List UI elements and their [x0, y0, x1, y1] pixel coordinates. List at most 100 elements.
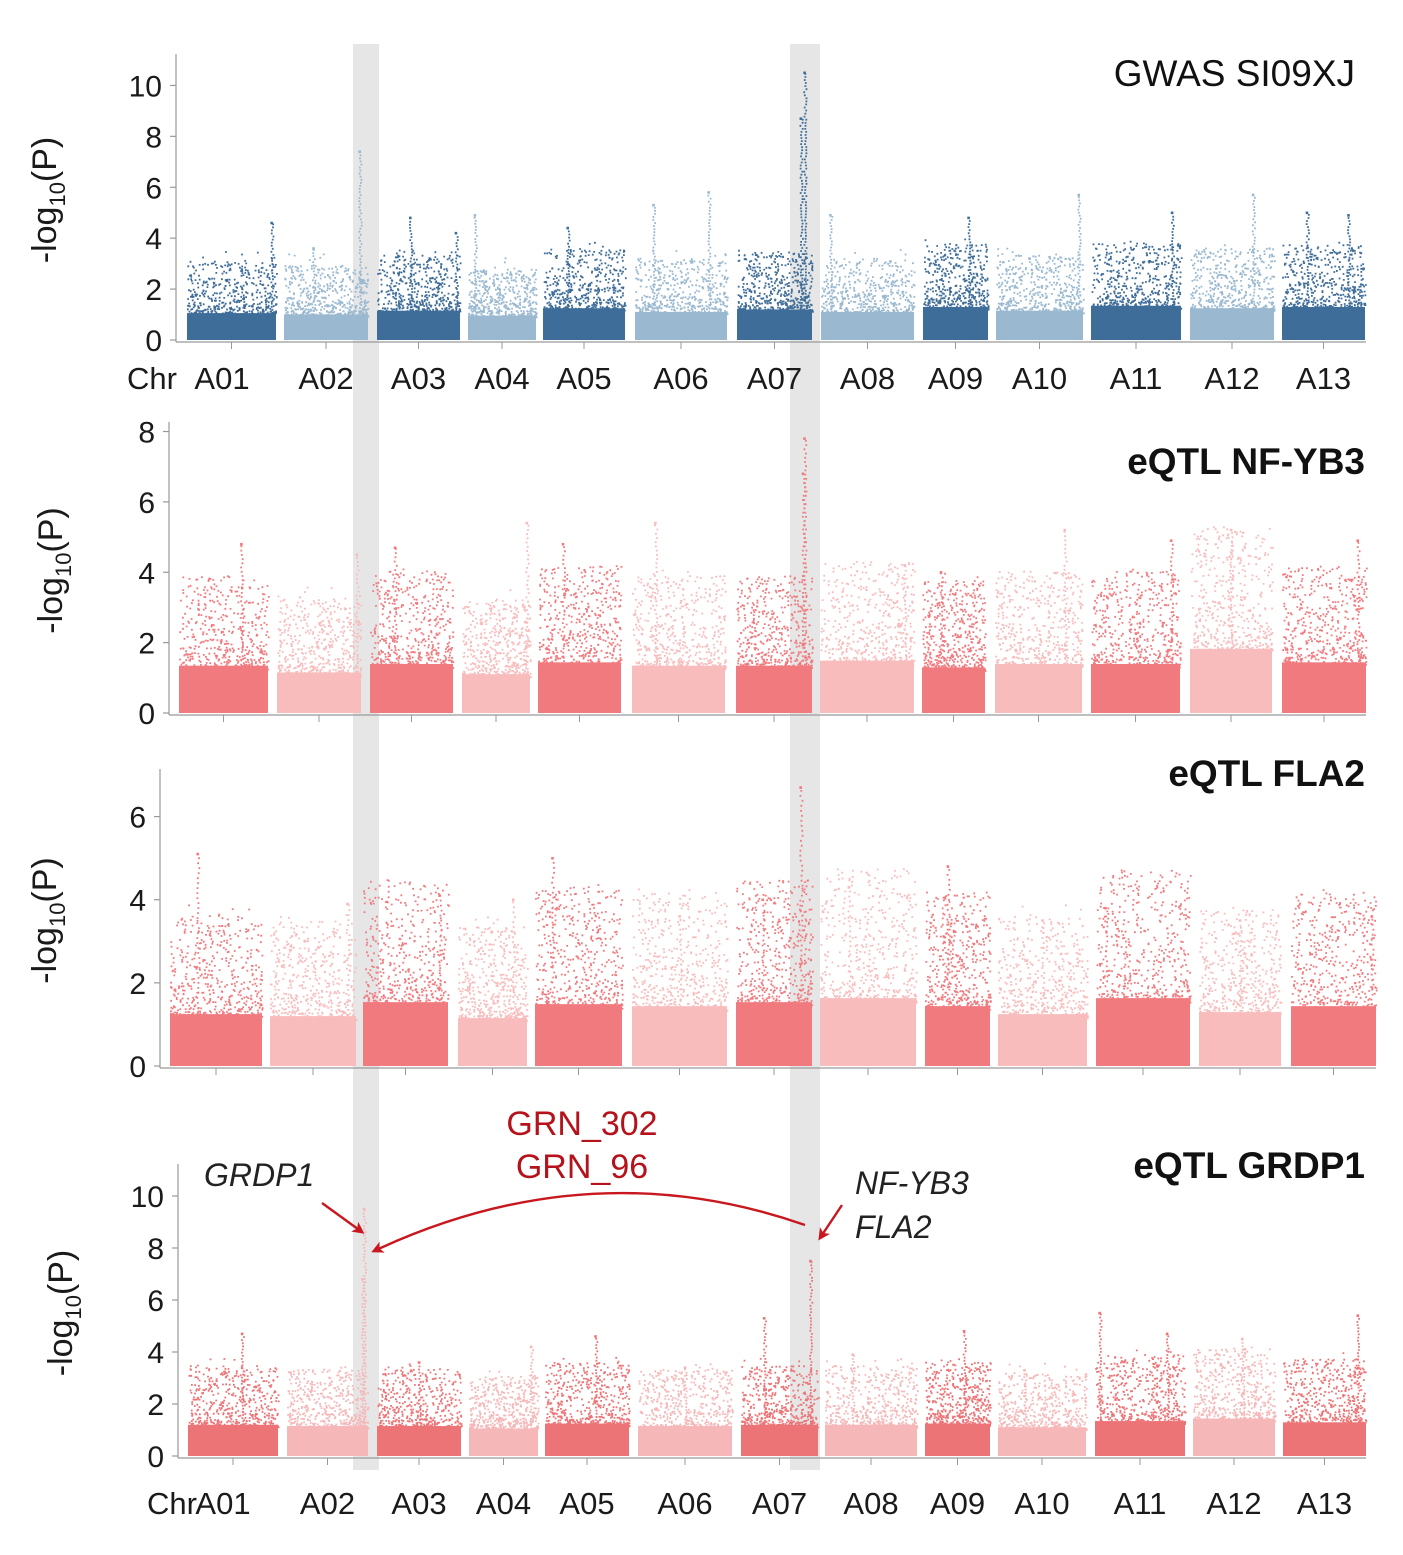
chromosome-points-a03: [377, 1361, 463, 1456]
chr-label-a06: A06: [653, 361, 708, 396]
peak-point: [438, 894, 441, 897]
dense-points-block: [1190, 648, 1272, 713]
chr-prefix-label: Chr: [127, 361, 177, 396]
dense-points-block: [377, 310, 460, 340]
scatter-points: [1096, 869, 1192, 1005]
y-tick-label: 4: [147, 1337, 164, 1370]
peak-point: [762, 1317, 766, 1320]
peak-point: [967, 216, 970, 220]
chromosome-points-a13: [1291, 889, 1378, 1066]
peak-column: [1305, 214, 1310, 308]
peak-column: [361, 1281, 366, 1427]
chr-label-a02: A02: [298, 361, 353, 396]
peak-point: [1098, 1311, 1101, 1315]
peak-column: [678, 918, 683, 1006]
chromosome-points-a11: [1091, 539, 1182, 713]
y-axis-title: -log10(P): [26, 857, 70, 984]
dense-points-block: [922, 667, 985, 713]
y-tick-label: 8: [138, 417, 155, 450]
y-tick-label: 2: [129, 968, 146, 1001]
panel-title: GWAS SI09XJ: [1114, 53, 1355, 94]
dense-points-block: [277, 672, 361, 713]
peak-column: [438, 899, 443, 1002]
gene-label-grdp1: GRDP1: [204, 1157, 314, 1193]
peak-point: [1356, 539, 1359, 542]
dense-points-block: [545, 1423, 629, 1456]
scatter-points: [925, 891, 992, 1012]
scatter-points: [468, 257, 538, 319]
peak-column: [1041, 922, 1046, 1014]
chromosome-points-a10: [996, 193, 1085, 340]
peak-point: [1169, 539, 1173, 542]
dense-points-block: [469, 1428, 538, 1456]
dense-points-block: [170, 1014, 262, 1066]
dense-points-block: [187, 313, 276, 340]
highlight-band-a02: [353, 44, 379, 1470]
dense-points-block: [188, 1424, 278, 1456]
chr-label-a08: A08: [843, 1486, 898, 1521]
peak-point: [939, 571, 943, 574]
arrow-nf-yb3: [818, 1204, 843, 1241]
peak-column: [270, 223, 275, 314]
scatter-points: [469, 1370, 540, 1433]
peak-column: [1251, 196, 1256, 309]
peak-column: [1166, 1335, 1170, 1422]
chr-label-a13: A13: [1297, 1486, 1352, 1521]
chromosome-points-a05: [535, 856, 624, 1066]
y-tick-label: 4: [129, 885, 146, 918]
chr-label-a05: A05: [556, 361, 611, 396]
peak-point: [809, 1259, 812, 1263]
y-axis-title: -log10(P): [42, 1250, 86, 1377]
peak-column: [763, 1320, 768, 1426]
y-tick-label: 6: [147, 1285, 164, 1318]
peak-point: [355, 553, 359, 557]
peak-column: [962, 1331, 967, 1424]
dense-points-block: [462, 674, 530, 713]
dense-points-block: [1199, 1012, 1281, 1066]
peak-column: [967, 220, 972, 308]
peak-point: [851, 1353, 854, 1356]
scatter-points: [1190, 526, 1274, 655]
chr-label-a09: A09: [930, 1486, 985, 1521]
scatter-points: [1199, 906, 1283, 1018]
dense-points-block: [1096, 998, 1190, 1066]
dense-points-block: [998, 1014, 1087, 1066]
peak-point: [361, 1278, 364, 1281]
chromosome-points-a10: [998, 1362, 1088, 1456]
peak-point: [1041, 919, 1044, 922]
gene-label-nf-yb3: NF-YB3: [855, 1165, 969, 1201]
peak-point: [654, 521, 657, 525]
dense-points-block: [1091, 664, 1180, 713]
scatter-points: [277, 586, 363, 677]
dense-points-block: [638, 1426, 732, 1456]
chromosome-points-a06: [632, 521, 727, 713]
y-tick-label: 0: [138, 698, 155, 731]
scatter-points: [377, 249, 462, 315]
y-tick-label: 2: [147, 1389, 164, 1422]
chromosome-points-a03: [370, 546, 455, 713]
peak-point: [346, 902, 349, 906]
chromosome-points-a13: [1283, 1314, 1368, 1456]
peak-point: [1170, 211, 1174, 215]
y-tick-label: 10: [129, 70, 162, 103]
scatter-points: [462, 589, 532, 679]
panel-title: eQTL NF-YB3: [1127, 441, 1365, 482]
chr-label-a04: A04: [474, 361, 529, 396]
peak-column: [240, 545, 245, 666]
y-tick-label: 2: [138, 628, 155, 661]
scatter-points: [284, 253, 370, 318]
scatter-points: [1095, 1349, 1187, 1425]
dense-points-block: [1193, 1418, 1275, 1456]
scatter-points: [1282, 241, 1367, 311]
scatter-points: [187, 251, 278, 317]
peak-column: [393, 548, 398, 664]
peak-point: [1251, 193, 1255, 197]
peak-point: [962, 1330, 966, 1333]
dense-points-block: [1190, 308, 1274, 340]
scatter-points: [737, 249, 814, 314]
scatter-points: [925, 1358, 992, 1428]
chr-label-a02: A02: [300, 1486, 355, 1521]
y-tick-label: 8: [147, 1233, 164, 1266]
peak-column: [409, 220, 414, 312]
